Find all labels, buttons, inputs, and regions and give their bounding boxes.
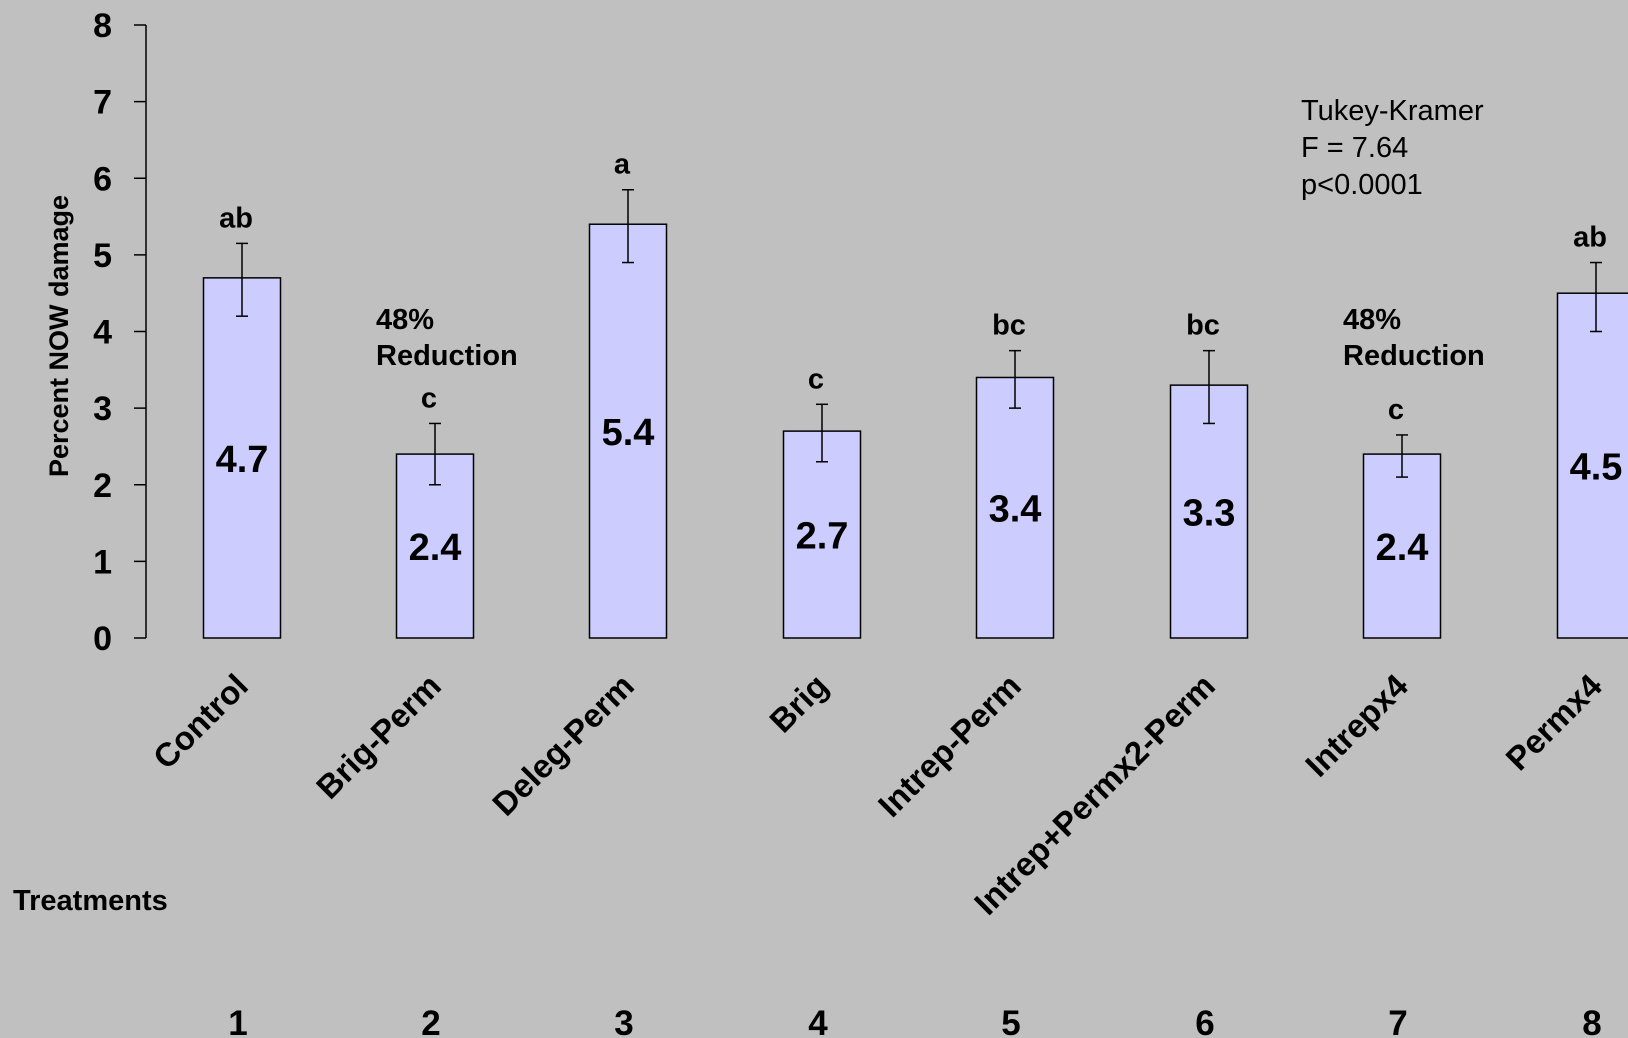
labels: 4.7 ab Control 1 2.4 c Brig-Perm 2 5.4 a Deleg-Per… <box>146 95 1623 1038</box>
treatment-number: 4 <box>808 1004 828 1038</box>
significance-letter: ab <box>219 202 253 234</box>
y-tick-label: 2 <box>93 467 112 505</box>
stats-text: p<0.0001 <box>1301 169 1423 201</box>
data-label: 2.7 <box>796 516 849 558</box>
bars <box>202 188 1628 639</box>
significance-letter: bc <box>992 310 1026 342</box>
treatment-number: 6 <box>1195 1004 1214 1038</box>
x-tick-label: Intrepx4 <box>1298 666 1415 783</box>
significance-letter: a <box>614 149 631 181</box>
significance-letter: ab <box>1573 222 1607 254</box>
x-tick-label: Intrep-Perm <box>871 667 1028 824</box>
reduction-annotation: Reduction <box>376 340 518 372</box>
y-tick-label: 3 <box>93 390 112 428</box>
reduction-annotation: Reduction <box>1343 340 1485 372</box>
y-tick-label: 8 <box>93 7 112 45</box>
reduction-annotation: 48% <box>1343 304 1401 336</box>
treatment-number: 1 <box>228 1004 247 1038</box>
data-label: 4.5 <box>1570 447 1623 489</box>
stats-text: Tukey-Kramer <box>1301 95 1484 127</box>
reduction-annotation: 48% <box>376 304 434 336</box>
significance-letter: bc <box>1186 310 1220 342</box>
treatment-number: 2 <box>421 1004 440 1038</box>
axes: 0 1 2 3 4 5 6 7 8 Percent NOW damage Treatments <box>13 7 168 917</box>
x-tick-label: Deleg-Perm <box>485 667 641 823</box>
treatment-number: 7 <box>1388 1004 1407 1038</box>
treatment-number: 8 <box>1582 1004 1601 1038</box>
x-tick-label: Brig-Perm <box>309 667 448 806</box>
significance-letter: c <box>1388 394 1404 426</box>
x-tick-label: Control <box>146 667 255 776</box>
y-tick-label: 5 <box>93 237 112 275</box>
data-label: 4.7 <box>216 439 269 481</box>
x-tick-label: Permx4 <box>1498 666 1609 777</box>
x-axis-title: Treatments <box>13 885 168 917</box>
y-tick-label: 6 <box>93 160 112 198</box>
significance-letter: c <box>808 363 824 395</box>
y-tick-label: 7 <box>93 84 112 122</box>
data-label: 3.4 <box>989 489 1042 531</box>
x-tick-label: Brig <box>762 667 835 740</box>
y-axis-title: Percent NOW damage <box>44 195 74 477</box>
data-label: 3.3 <box>1183 493 1236 535</box>
data-label: 2.4 <box>1376 527 1429 569</box>
bar <box>975 376 1055 639</box>
bar <box>782 430 862 639</box>
bar <box>1362 453 1442 639</box>
treatment-number: 5 <box>1001 1004 1020 1038</box>
data-label: 2.4 <box>409 527 462 569</box>
y-tick-label: 0 <box>93 620 112 658</box>
y-tick-label: 1 <box>93 543 112 581</box>
treatment-number: 3 <box>614 1004 633 1038</box>
stats-text: F = 7.64 <box>1301 132 1408 164</box>
y-tick-label: 4 <box>93 314 112 352</box>
significance-letter: c <box>421 382 437 414</box>
data-label: 5.4 <box>602 412 655 454</box>
bar <box>588 223 668 639</box>
